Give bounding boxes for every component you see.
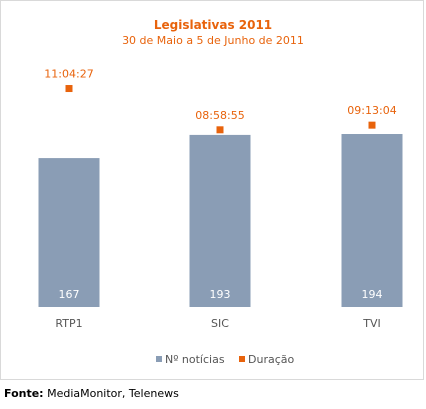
legend-label: Nº notícias (165, 353, 225, 366)
bar-value-label: 194 (362, 288, 383, 301)
source-text: MediaMonitor, Telenews (43, 387, 179, 400)
bar-tvi (341, 134, 403, 307)
chart-frame: Legislativas 2011 30 de Maio a 5 de Junh… (0, 0, 424, 380)
category-label: TVI (362, 317, 381, 330)
duration-marker-rtp1 (65, 85, 73, 93)
duration-value-label: 09:13:04 (347, 104, 396, 117)
source-label: Fonte: (4, 387, 44, 400)
category-label: RTP1 (55, 317, 82, 330)
bar-rtp1 (38, 158, 100, 307)
chart: Legislativas 2011 30 de Maio a 5 de Junh… (38, 18, 403, 366)
source-note: Fonte: MediaMonitor, Telenews (4, 387, 179, 400)
chart-subtitle: 30 de Maio a 5 de Junho de 2011 (122, 34, 304, 47)
duration-marker-sic (216, 126, 224, 134)
chart-title: Legislativas 2011 (154, 18, 272, 32)
legend: Nº notícias Duração (156, 353, 294, 366)
plot-area: 167 RTP1 11:04:27 193 SIC 08:58:55 194 TVI 09:13… (38, 68, 403, 330)
bar-value-label: 193 (210, 288, 231, 301)
bar-sic (189, 134, 251, 307)
legend-item-news: Nº notícias (156, 353, 225, 366)
duration-value-label: 11:04:27 (44, 68, 93, 81)
category-label: SIC (211, 317, 229, 330)
legend-label: Duração (248, 353, 294, 366)
duration-value-label: 08:58:55 (195, 109, 244, 122)
bar-value-label: 167 (59, 288, 80, 301)
legend-item-duration: Duração (239, 353, 294, 366)
duration-marker-tvi (368, 121, 376, 129)
legend-swatch (239, 356, 245, 362)
legend-swatch (156, 356, 162, 362)
